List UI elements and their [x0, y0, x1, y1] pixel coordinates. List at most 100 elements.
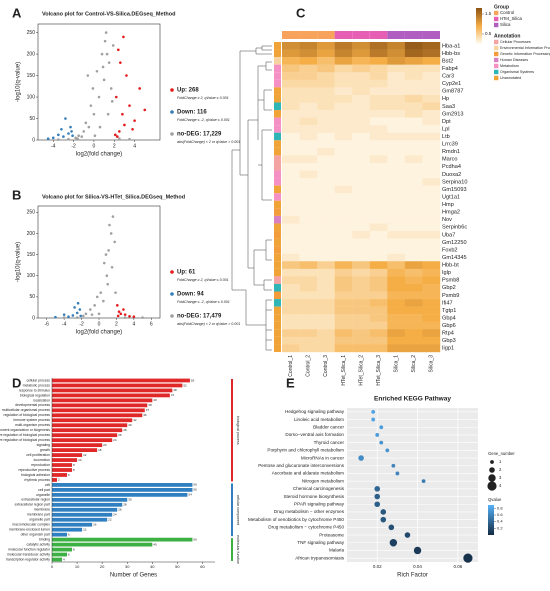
- point: [80, 135, 84, 138]
- colorbar-label: 0.8: [497, 505, 503, 510]
- heatmap-cell: [352, 42, 370, 50]
- row-label: Marco: [442, 157, 458, 163]
- heatmap-cell: [299, 155, 318, 164]
- heatmap-cell: [369, 268, 388, 277]
- point: [101, 65, 105, 69]
- point: [79, 314, 82, 318]
- heatmap-cell: [317, 200, 335, 209]
- heatmap-cell: [334, 231, 353, 239]
- heatmap-cell: [369, 110, 388, 118]
- legend-dot: [490, 460, 494, 464]
- category-label: membrane part: [27, 513, 50, 517]
- x-tick-label: 50: [175, 564, 180, 569]
- category-label: Porphyrin and chlorophyll metabolism: [267, 448, 344, 453]
- heatmap-cell: [387, 117, 406, 126]
- annotation-cell: [274, 276, 281, 284]
- legend-criterion: abs(FoldChange) < 2 or qValue > 0.001: [177, 140, 240, 144]
- annotation-cell: [274, 110, 281, 118]
- point: [71, 134, 74, 138]
- heatmap-cell: [404, 283, 423, 292]
- data-label: 30: [128, 423, 132, 427]
- x-tick-label: 0.06: [453, 564, 462, 569]
- legend-swatch: [494, 22, 499, 28]
- heatmap-cell: [299, 49, 318, 58]
- row-label: Ltb: [442, 134, 450, 140]
- heatmap-cell: [387, 200, 406, 209]
- category-label: multicellular organismal process: [2, 408, 51, 412]
- point: [106, 282, 110, 286]
- heatmap-cell: [282, 231, 300, 239]
- data-label: 32: [133, 418, 137, 422]
- heatmap-cell: [352, 102, 370, 111]
- plot-frame: [37, 205, 161, 319]
- heatmap-cell: [317, 246, 335, 254]
- row-label: Lrrc39: [442, 142, 458, 148]
- heatmap-cell: [282, 110, 300, 118]
- heatmap-cell: [282, 261, 300, 270]
- heatmap-cell: [282, 336, 300, 345]
- plot-panel: [347, 408, 478, 562]
- heatmap-cell: [352, 344, 370, 353]
- heatmap-cell: [404, 253, 423, 262]
- legend-label: Up: 268: [177, 88, 199, 94]
- category-label: cell proliferation: [26, 453, 50, 457]
- annotation-cell: [274, 336, 281, 345]
- annotation-cell: [274, 102, 281, 111]
- heatmap-cell: [282, 329, 300, 338]
- heatmap-cell: [299, 306, 318, 315]
- y-axis-label: -log10(q-value): [16, 242, 22, 282]
- point: [117, 48, 120, 52]
- x-tick-label: 20: [100, 564, 105, 569]
- heatmap-cell: [369, 246, 388, 254]
- data-label: 30: [128, 498, 132, 502]
- point: [54, 315, 57, 319]
- annotation-cell: [274, 193, 281, 201]
- legend-title: Qvalue: [488, 497, 502, 502]
- row-label: Duoxa2: [442, 172, 461, 178]
- heatmap-cell: [404, 49, 423, 58]
- heatmap-cell: [317, 306, 335, 315]
- heatmap-cell: [387, 110, 406, 118]
- heatmap-cell: [334, 200, 353, 209]
- y-tick-label: 0: [32, 137, 35, 143]
- row-label: Hp: [442, 96, 449, 102]
- heatmap-cell: [369, 155, 388, 164]
- category-label: Bladder cancer: [313, 424, 344, 429]
- legend-criterion: FoldChange ≥ 2, qValue ≤ 0.001: [177, 278, 229, 282]
- heatmap-cell: [404, 329, 423, 338]
- heatmap-cell: [404, 193, 423, 201]
- dot: [371, 417, 376, 422]
- heatmap-cell: [352, 329, 370, 338]
- heatmap-cell: [387, 329, 406, 338]
- group-cell: [387, 31, 405, 39]
- legend-label: Control: [500, 10, 514, 15]
- heatmap-cell: [352, 64, 370, 73]
- dot: [385, 448, 390, 453]
- point: [102, 78, 106, 82]
- annotation-cell: [274, 283, 281, 292]
- data-label: 6: [68, 532, 70, 536]
- heatmap-cell: [404, 200, 423, 209]
- heatmap-cell: [387, 246, 406, 254]
- heatmap-cell: [387, 57, 406, 65]
- legend-label: Human Diseases: [500, 58, 528, 62]
- row-label: Foxb2: [442, 247, 458, 253]
- heatmap-cell: [369, 329, 388, 338]
- heatmap-cell: [334, 72, 353, 81]
- chart-title: Volcano plot for Silica-VS-HTet_Silica.D…: [42, 194, 185, 200]
- point: [46, 137, 50, 141]
- dot: [389, 539, 398, 547]
- heatmap-cell: [369, 170, 388, 179]
- heatmap-cell: [422, 231, 441, 239]
- category-label: Chemical carcinogenesis: [293, 486, 345, 491]
- heatmap-cell: [317, 57, 335, 65]
- point: [67, 137, 70, 141]
- point: [92, 112, 96, 116]
- heatmap-cell: [352, 261, 370, 270]
- heatmap-cell: [387, 238, 406, 247]
- point: [98, 125, 102, 129]
- category-label: cell part: [38, 488, 50, 492]
- row-label: Hmp: [442, 202, 454, 208]
- heatmap-cell: [422, 261, 441, 270]
- row-label: Psmb9: [442, 293, 459, 299]
